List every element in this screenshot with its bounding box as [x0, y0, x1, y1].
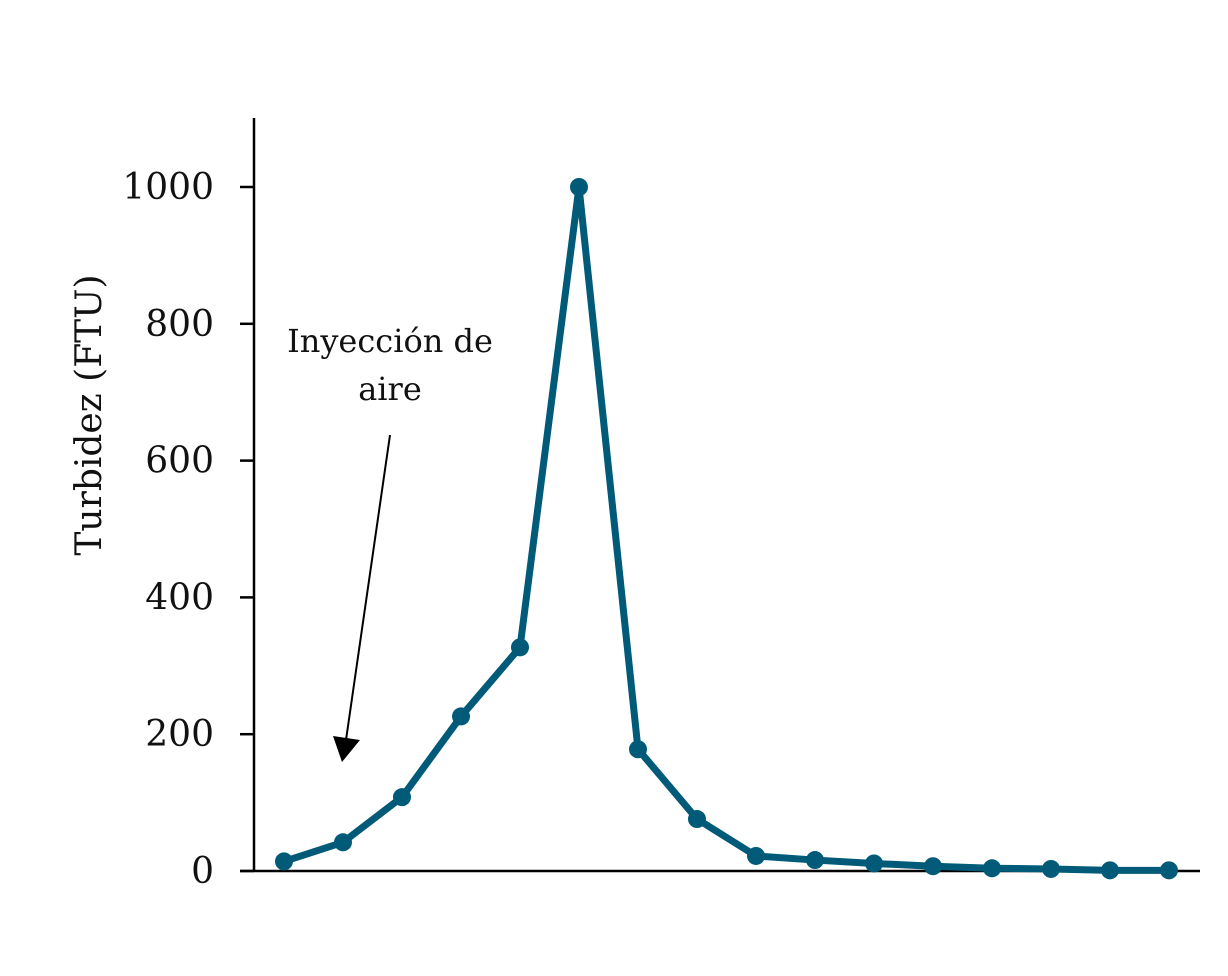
data-point-11 [865, 854, 883, 873]
data-point-9 [747, 846, 765, 865]
data-point-5 [511, 638, 529, 657]
annotation-line-1: Inyección de [287, 322, 493, 360]
data-point-13 [983, 859, 1001, 878]
annotation-arrow-head-icon [333, 736, 360, 762]
y-tick-label: 200 [145, 714, 214, 755]
y-tick-label: 600 [145, 441, 214, 482]
data-point-14 [1042, 859, 1060, 878]
y-tick-label: 800 [145, 304, 214, 345]
air-injection-annotation: Inyección de aire [287, 322, 493, 762]
data-point-16 [1160, 861, 1178, 880]
data-point-12 [924, 857, 942, 876]
y-ticks: 0 200 400 600 800 1000 [122, 167, 254, 892]
y-tick-label: 400 [145, 577, 214, 618]
y-axis-title: Turbidez (FTU) [69, 274, 110, 555]
data-point-3 [393, 788, 411, 807]
data-point-10 [806, 851, 824, 870]
y-tick-label: 1000 [122, 167, 214, 208]
data-point-2 [334, 833, 352, 852]
annotation-line-2: aire [358, 370, 422, 408]
data-point-6 [570, 178, 588, 196]
axes: 0 200 400 600 800 1000 [122, 118, 1200, 892]
series-layer [275, 178, 1178, 880]
data-point-15 [1101, 861, 1119, 880]
series-line [282, 183, 1169, 874]
annotation-arrow-shaft [345, 434, 391, 741]
data-point-8 [688, 810, 706, 829]
data-point-7 [629, 740, 647, 759]
y-tick-label: 0 [191, 851, 214, 892]
data-point-4 [452, 707, 470, 726]
data-point-1 [275, 852, 293, 871]
